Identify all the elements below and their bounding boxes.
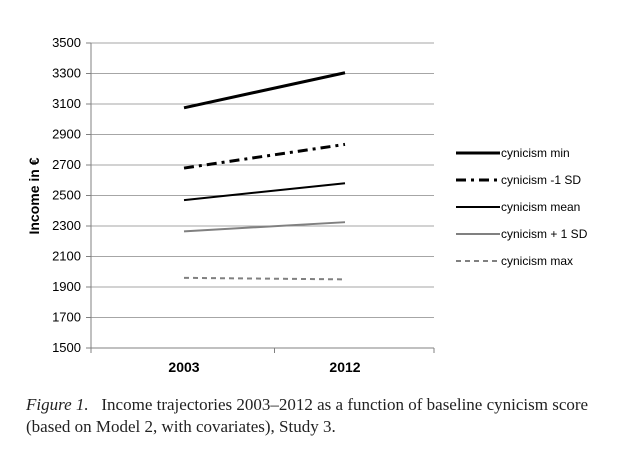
y-tick-label: 3500 bbox=[52, 35, 81, 50]
series-lines bbox=[183, 71, 346, 281]
legend-label: cynicism -1 SD bbox=[501, 173, 581, 187]
x-tick-label: 2003 bbox=[168, 359, 199, 375]
legend-label: cynicism min bbox=[501, 146, 570, 160]
legend-label: cynicism max bbox=[501, 254, 573, 268]
y-tick-label: 1700 bbox=[52, 310, 81, 325]
y-tick-label: 2300 bbox=[52, 218, 81, 233]
axes bbox=[86, 42, 435, 353]
series-line-4 bbox=[183, 221, 346, 233]
x-tick-label: 2012 bbox=[329, 359, 360, 375]
y-tick-label: 3100 bbox=[52, 96, 81, 111]
y-tick-label: 1900 bbox=[52, 279, 81, 294]
x-tick-labels: 2003 2012 bbox=[168, 359, 360, 375]
legend-label: cynicism mean bbox=[501, 200, 580, 214]
y-tick-label: 3300 bbox=[52, 66, 81, 81]
legend-label: cynicism + 1 SD bbox=[501, 227, 588, 241]
grid-lines bbox=[91, 42, 434, 318]
series-line-3 bbox=[183, 182, 346, 202]
y-tick-label: 2700 bbox=[52, 157, 81, 172]
y-tick-label: 2900 bbox=[52, 127, 81, 142]
figure-caption: Figure 1. Income trajectories 2003–2012 … bbox=[26, 394, 618, 438]
line-chart: 1500 1700 1900 2100 2300 2500 2700 2900 3100 3300… bbox=[26, 35, 588, 375]
y-axis-label: Income in € bbox=[26, 157, 42, 234]
y-tick-labels: 1500 1700 1900 2100 2300 2500 2700 2900 3100 3300… bbox=[52, 35, 81, 355]
series-line-1 bbox=[183, 71, 346, 110]
caption-label: Figure 1. bbox=[26, 395, 89, 414]
series-line-5 bbox=[183, 276, 346, 281]
caption-text: Income trajectories 2003–2012 as a funct… bbox=[26, 395, 589, 436]
series-line-2 bbox=[183, 142, 346, 170]
y-tick-label: 1500 bbox=[52, 340, 81, 355]
legend: cynicism min cynicism -1 SD cynicism mean c… bbox=[456, 146, 588, 268]
y-tick-label: 2500 bbox=[52, 188, 81, 203]
y-tick-label: 2100 bbox=[52, 249, 81, 264]
